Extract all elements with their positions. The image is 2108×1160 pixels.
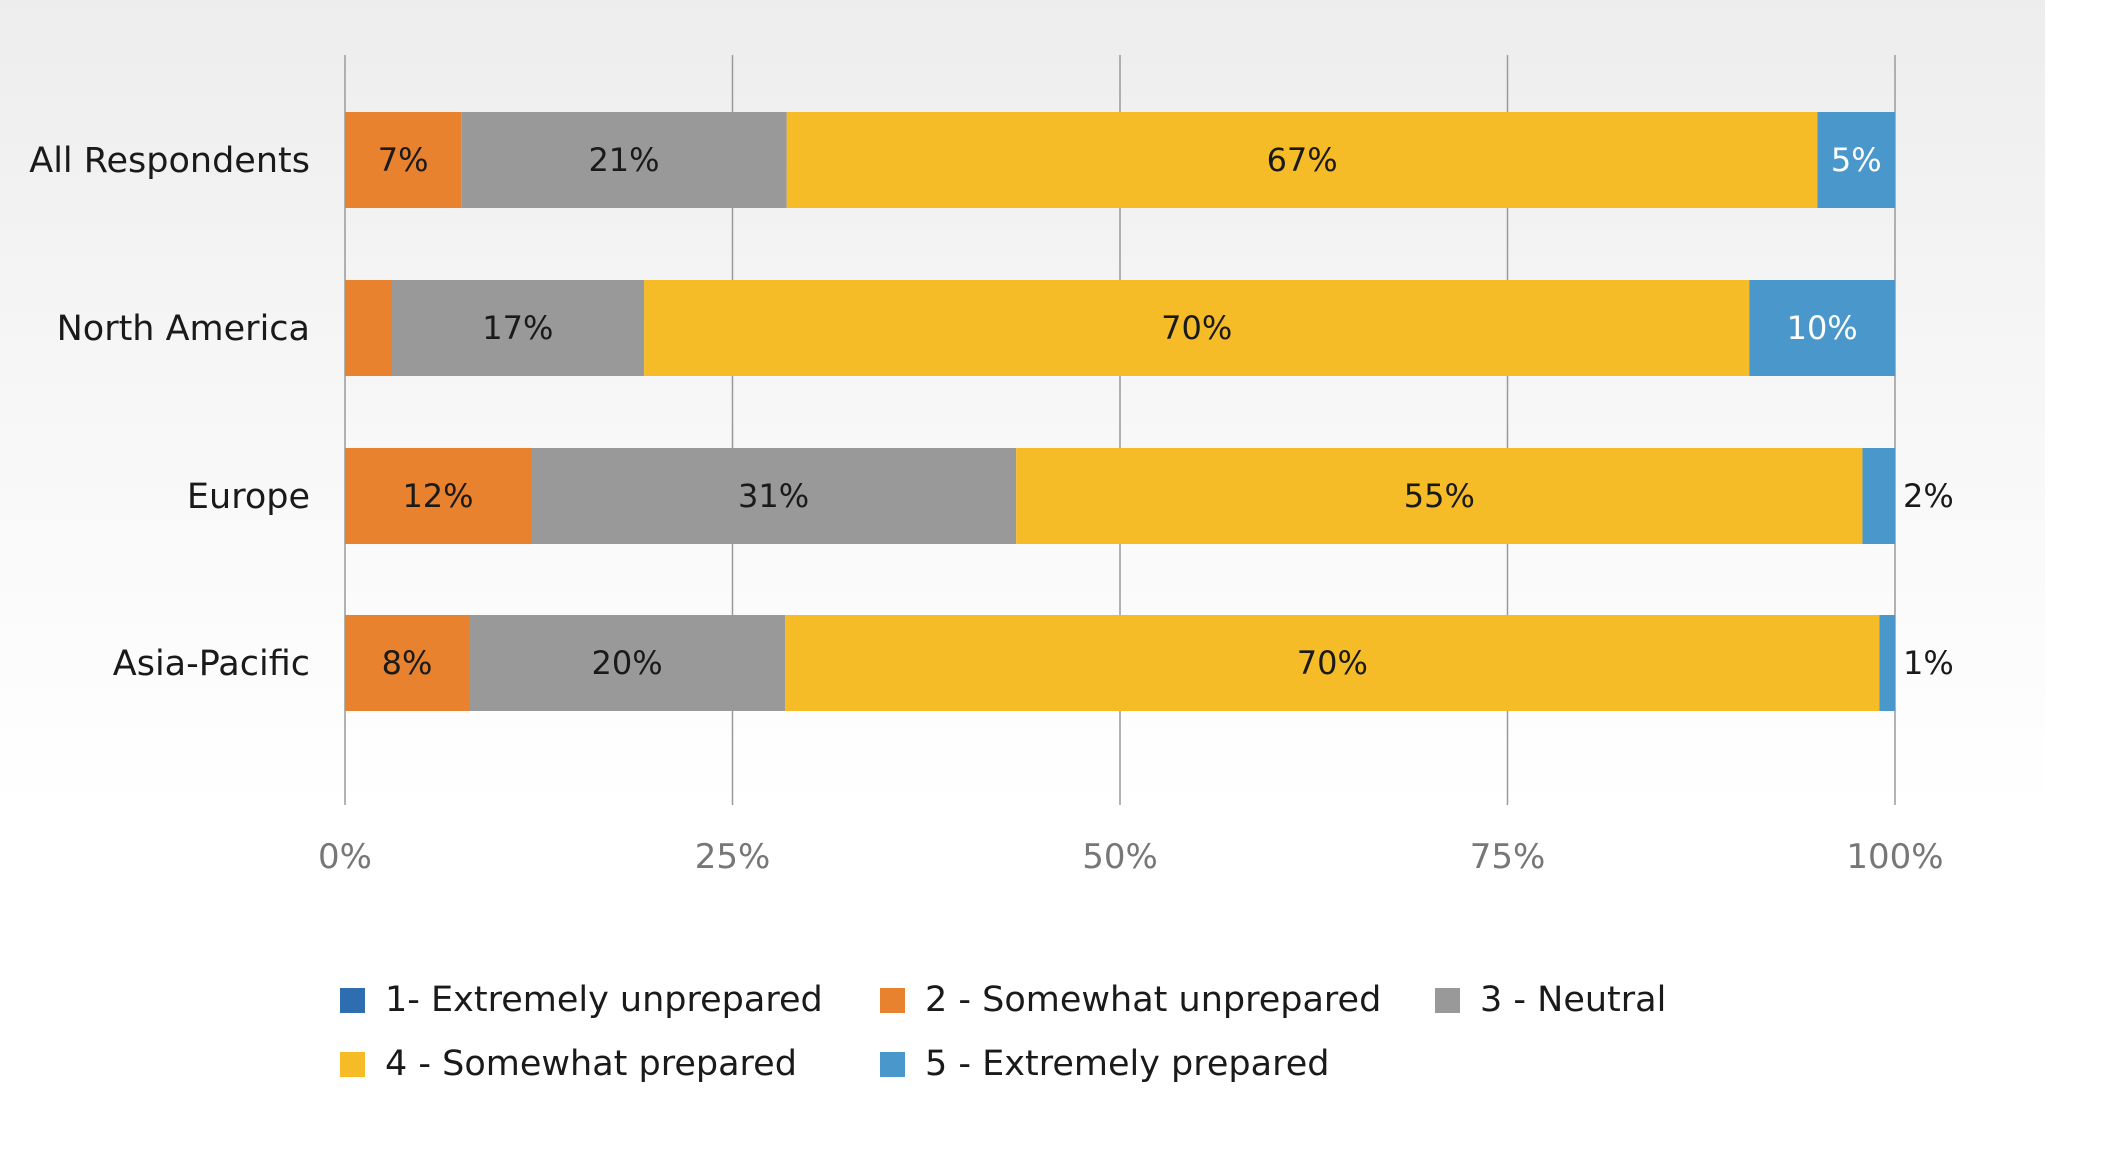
- x-tick-label: 0%: [318, 837, 372, 877]
- legend-swatch: [340, 987, 365, 1013]
- bar-segment: [531, 448, 1017, 544]
- bar-segment: [785, 615, 1880, 711]
- category-label: Asia-Pacific: [113, 644, 310, 684]
- legend-item: 5 - Extremely prepared: [880, 1044, 1435, 1084]
- data-label: 1%: [1903, 644, 1954, 682]
- legend-swatch: [1435, 987, 1460, 1013]
- bar-segment: [786, 112, 1818, 208]
- legend-swatch: [340, 1051, 365, 1077]
- bar-segment: [1862, 448, 1895, 544]
- legend-label: 1- Extremely unprepared: [385, 980, 823, 1020]
- bar-segment: [1749, 280, 1895, 376]
- data-label: 67%: [1267, 141, 1338, 179]
- x-tick-label: 100%: [1846, 837, 1943, 877]
- data-label: 70%: [1161, 309, 1232, 347]
- legend-label: 5 - Extremely prepared: [925, 1044, 1330, 1084]
- bar-segment: [1817, 112, 1895, 208]
- legend-swatch: [880, 987, 905, 1013]
- stacked-bar-chart: 0% 25% 50% 75% 100% All Respondents 7% 21% 67% 5%…: [29, 55, 1954, 877]
- bar-segment: [1016, 448, 1863, 544]
- bar-segment: [345, 280, 392, 376]
- data-label: 7%: [378, 141, 429, 179]
- data-label: 31%: [738, 477, 809, 515]
- bar-segment: [1879, 615, 1895, 711]
- legend-label: 2 - Somewhat unprepared: [925, 980, 1382, 1020]
- data-label: 20%: [592, 644, 663, 682]
- category-label: North America: [57, 309, 310, 349]
- bar-segment: [345, 615, 469, 711]
- bar-segment: [345, 112, 462, 208]
- bar-segment: [644, 280, 1750, 376]
- data-label: 5%: [1831, 141, 1882, 179]
- data-label: 17%: [482, 309, 553, 347]
- bar-segment: [469, 615, 786, 711]
- data-label: 70%: [1297, 644, 1368, 682]
- data-label: 21%: [588, 141, 659, 179]
- data-label: 12%: [402, 477, 473, 515]
- data-label: 55%: [1404, 477, 1475, 515]
- legend-item: 4 - Somewhat prepared: [340, 1044, 880, 1084]
- chart-legend: 1- Extremely unprepared 2 - Somewhat unpr…: [340, 980, 1740, 1084]
- data-label: 2%: [1903, 477, 1954, 515]
- legend-item: 2 - Somewhat unprepared: [880, 980, 1435, 1020]
- bar-segment: [391, 280, 645, 376]
- bar-segment: [461, 112, 787, 208]
- category-label: Europe: [187, 477, 310, 517]
- bar-segment: [345, 448, 531, 544]
- data-label: 8%: [382, 644, 433, 682]
- legend-label: 4 - Somewhat prepared: [385, 1044, 797, 1084]
- legend-item: 3 - Neutral: [1435, 980, 1735, 1020]
- x-tick-label: 25%: [695, 837, 771, 877]
- data-label: 10%: [1787, 309, 1858, 347]
- x-tick-label: 75%: [1470, 837, 1546, 877]
- x-tick-label: 50%: [1082, 837, 1158, 877]
- legend-item: 1- Extremely unprepared: [340, 980, 880, 1020]
- category-label: All Respondents: [29, 141, 310, 181]
- legend-label: 3 - Neutral: [1480, 980, 1667, 1020]
- legend-swatch: [880, 1051, 905, 1077]
